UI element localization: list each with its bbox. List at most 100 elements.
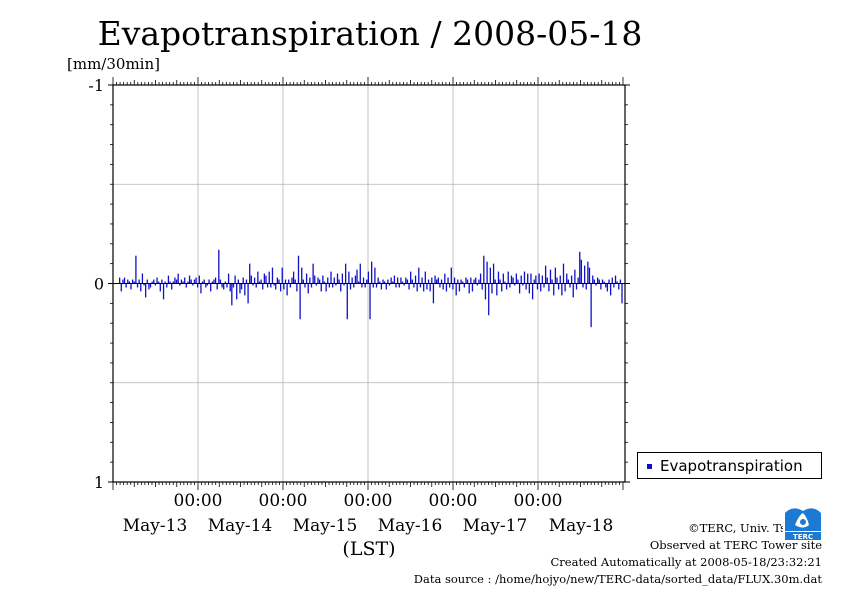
- bar: [556, 277, 558, 284]
- bar: [613, 283, 615, 288]
- bar: [258, 281, 261, 284]
- terc-logo-icon: TERC: [783, 503, 823, 541]
- bar: [481, 283, 483, 290]
- bar: [156, 277, 158, 284]
- bar: [301, 267, 303, 284]
- bar: [601, 279, 604, 284]
- bar: [336, 273, 339, 284]
- bar: [275, 283, 277, 290]
- bar: [408, 283, 410, 290]
- bar: [388, 283, 391, 286]
- bar: [452, 283, 454, 290]
- bar: [580, 259, 583, 284]
- bar: [231, 283, 233, 306]
- bar: [354, 275, 357, 284]
- bar: [618, 283, 620, 290]
- bar: [377, 277, 379, 284]
- bar: [216, 283, 218, 290]
- bar: [276, 277, 279, 284]
- bar: [318, 279, 321, 284]
- bar: [171, 283, 173, 290]
- bar: [234, 275, 236, 284]
- bar: [245, 279, 248, 284]
- bar: [232, 283, 235, 288]
- bar: [437, 277, 439, 284]
- bar: [445, 283, 448, 292]
- axis-labels: -1 0 1 00:00 00:00 00:00 00:00 00:00 May-13 May-1…: [88, 76, 613, 560]
- bar: [288, 279, 290, 284]
- bar: [549, 269, 552, 284]
- bar: [331, 283, 334, 288]
- bar: [302, 279, 305, 284]
- bar: [357, 281, 360, 284]
- bar: [158, 281, 160, 284]
- bar: [436, 279, 438, 284]
- bar: [462, 281, 464, 284]
- bar: [219, 279, 222, 284]
- bar: [561, 283, 563, 296]
- bar: [515, 273, 517, 284]
- bar: [466, 279, 469, 284]
- bar: [442, 283, 444, 290]
- bar: [213, 279, 215, 284]
- bar: [444, 273, 446, 284]
- bar: [518, 283, 521, 294]
- bar: [554, 267, 557, 284]
- footer-source: Data source : /home/hojyo/new/TERC-data/…: [413, 572, 822, 586]
- bar: [372, 283, 374, 288]
- bar: [440, 279, 443, 284]
- bar: [590, 283, 592, 328]
- footer-observed: Observed at TERC Tower site: [649, 538, 822, 552]
- bar: [608, 279, 610, 284]
- bar: [406, 279, 409, 284]
- bar: [210, 283, 212, 292]
- bar: [553, 283, 555, 296]
- bar: [492, 263, 495, 284]
- bar: [525, 283, 527, 290]
- bar: [501, 283, 503, 292]
- bar: [140, 283, 142, 292]
- bar: [193, 279, 196, 284]
- bar: [504, 281, 506, 284]
- bar: [410, 271, 412, 284]
- bar: [135, 255, 137, 284]
- bar: [141, 273, 144, 284]
- bar: [447, 277, 449, 284]
- bar: [371, 261, 373, 284]
- bar: [227, 273, 230, 284]
- bar: [484, 283, 487, 300]
- bar: [505, 283, 508, 290]
- bar: [439, 283, 441, 288]
- bar: [344, 263, 347, 284]
- bar: [577, 277, 579, 284]
- bar: [281, 267, 283, 284]
- bar: [418, 267, 420, 284]
- bar: [253, 277, 256, 284]
- y-axis-unit-label: [mm/30min]: [67, 55, 160, 73]
- bar: [596, 277, 599, 284]
- bar: [206, 283, 209, 286]
- bar: [304, 283, 306, 288]
- bar: [387, 279, 389, 284]
- bar: [522, 283, 524, 286]
- bar: [366, 279, 368, 284]
- bar: [423, 283, 425, 292]
- bar: [488, 283, 490, 316]
- x-tick-date-label: May-17: [463, 516, 528, 536]
- bar: [606, 283, 609, 292]
- bar: [468, 283, 470, 294]
- bar: [458, 283, 461, 292]
- bar: [127, 279, 129, 284]
- y-tick-label: -1: [88, 76, 104, 95]
- bar: [499, 279, 501, 284]
- bar: [414, 275, 417, 284]
- bar: [614, 275, 617, 284]
- bar: [208, 279, 210, 284]
- bar: [148, 283, 150, 290]
- bar: [143, 283, 145, 286]
- bar: [572, 283, 574, 298]
- bar: [592, 275, 594, 284]
- bar: [536, 283, 539, 290]
- bar: [397, 277, 399, 284]
- bar: [510, 275, 513, 284]
